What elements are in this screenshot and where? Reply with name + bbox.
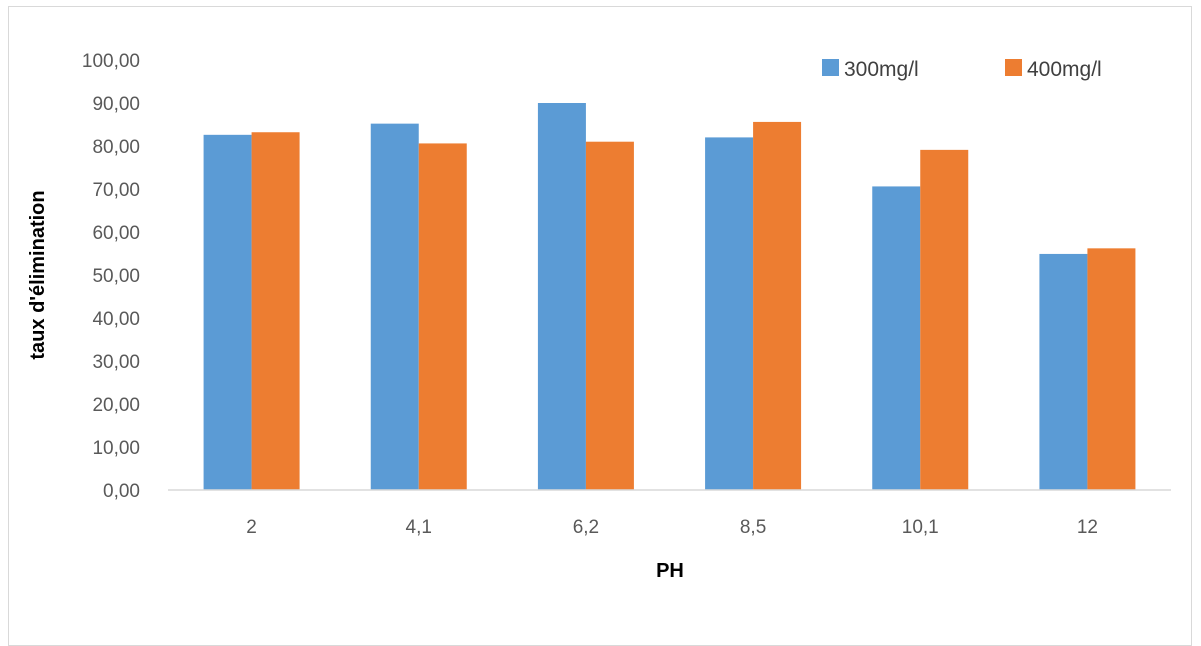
y-tick-label: 50,00 [92, 266, 140, 287]
y-tick-label: 90,00 [92, 94, 140, 115]
x-tick-label: 10,1 [902, 517, 939, 538]
bar-series-2 [1087, 248, 1136, 490]
y-tick-label: 70,00 [92, 180, 140, 201]
bars [203, 103, 1136, 491]
y-tick-label: 30,00 [92, 352, 140, 373]
bar-series-1 [203, 134, 252, 490]
bar-series-1 [370, 123, 419, 490]
x-tick-label: 8,5 [740, 517, 766, 538]
bar-chart: 0,00 10,00 20,00 30,00 40,00 50,00 60,00 70,00 8… [27, 51, 1171, 582]
x-tick-label: 4,1 [406, 517, 432, 538]
y-tick-label: 10,00 [92, 438, 140, 459]
bar-series-1 [1039, 253, 1088, 490]
bar-series-2 [585, 141, 634, 490]
legend-label: 400mg/l [1027, 58, 1102, 81]
y-tick-label: 100,00 [82, 51, 140, 72]
y-tick-label: 40,00 [92, 309, 140, 330]
x-tick-label: 2 [246, 517, 257, 538]
y-axis-title: taux d'élimination [27, 190, 49, 359]
y-tick-label: 20,00 [92, 395, 140, 416]
bar-series-2 [753, 121, 802, 491]
bar-series-2 [920, 149, 969, 490]
bar-series-1 [537, 103, 586, 490]
x-tick-label: 12 [1077, 517, 1098, 538]
legend-label: 300mg/l [844, 58, 919, 81]
legend-swatch [822, 59, 839, 76]
legend-swatch [1005, 59, 1022, 76]
x-axis-ticks: 2 4,1 6,2 8,5 10,1 12 [246, 517, 1098, 538]
bar-series-2 [418, 143, 467, 491]
bar-series-1 [705, 137, 754, 490]
bar-series-2 [251, 132, 300, 491]
y-tick-label: 0,00 [103, 481, 140, 502]
bar-series-1 [872, 186, 921, 491]
legend: 300mg/l 400mg/l [822, 58, 1102, 81]
x-tick-label: 6,2 [573, 517, 599, 538]
y-tick-label: 60,00 [92, 223, 140, 244]
y-tick-label: 80,00 [92, 137, 140, 158]
y-axis-ticks: 0,00 10,00 20,00 30,00 40,00 50,00 60,00 70,00 8… [82, 51, 140, 502]
x-axis-title: PH [656, 560, 684, 582]
